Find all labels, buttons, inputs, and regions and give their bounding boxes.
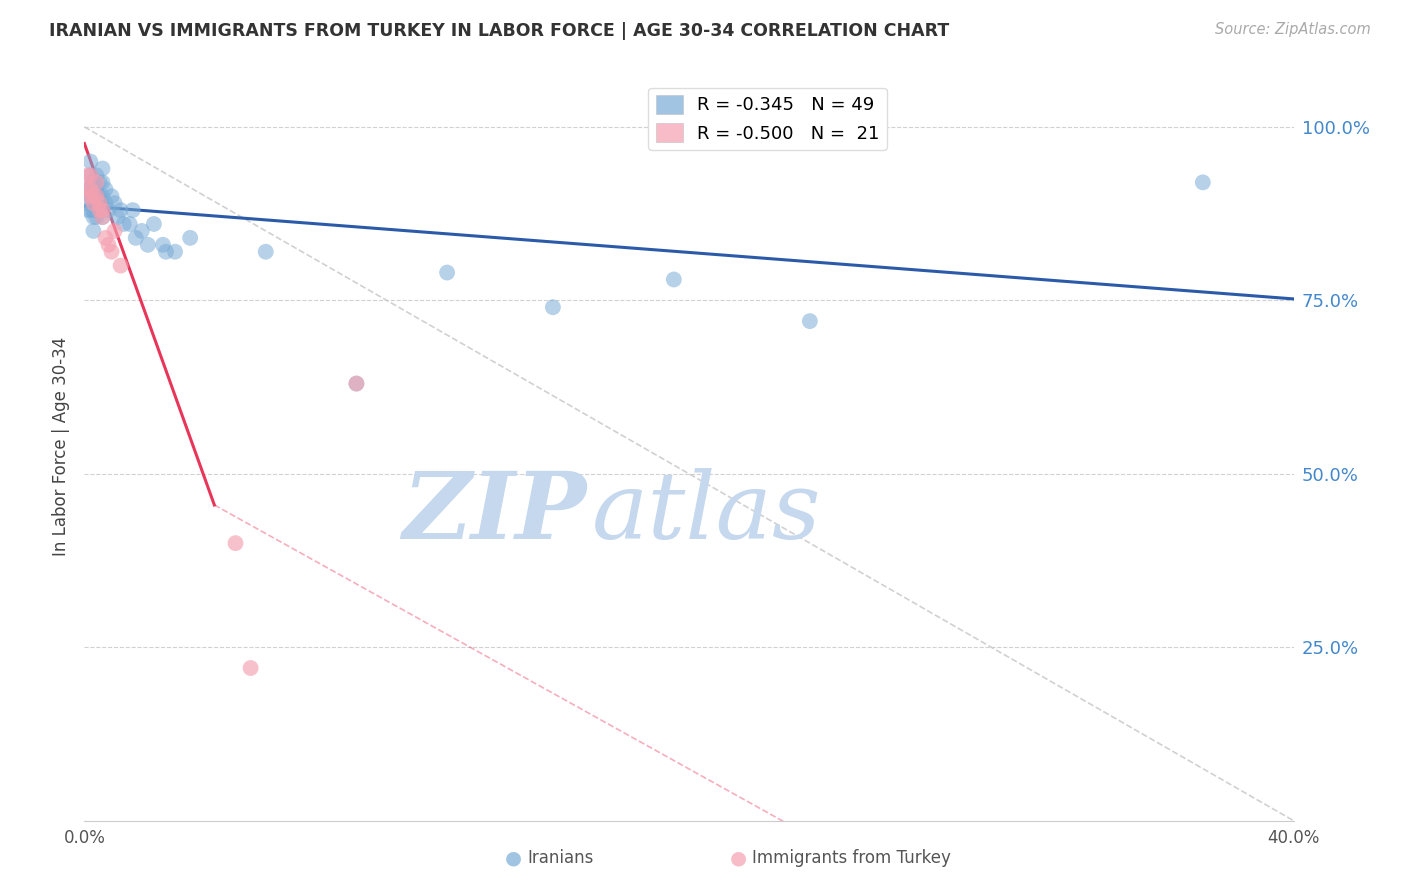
Point bbox=[76, 196, 98, 211]
Point bbox=[254, 244, 277, 259]
Point bbox=[79, 189, 101, 203]
Text: Immigrants from Turkey: Immigrants from Turkey bbox=[752, 849, 950, 867]
Point bbox=[155, 244, 177, 259]
Point bbox=[94, 196, 117, 211]
Point bbox=[91, 189, 114, 203]
Point bbox=[100, 189, 122, 203]
Point bbox=[142, 217, 165, 231]
Point bbox=[82, 224, 104, 238]
Point bbox=[91, 210, 114, 224]
Point bbox=[79, 182, 101, 196]
Point bbox=[79, 203, 101, 218]
Point bbox=[79, 169, 101, 183]
Point bbox=[82, 189, 104, 203]
Point bbox=[82, 196, 104, 211]
Point bbox=[79, 154, 101, 169]
Point bbox=[165, 244, 187, 259]
Point bbox=[97, 203, 120, 218]
Point bbox=[97, 237, 120, 252]
Point bbox=[89, 203, 111, 218]
Point bbox=[179, 231, 201, 245]
Point bbox=[239, 661, 262, 675]
Point bbox=[136, 237, 159, 252]
Point bbox=[94, 182, 117, 196]
Point bbox=[110, 203, 132, 218]
Point bbox=[152, 237, 174, 252]
Point bbox=[107, 210, 129, 224]
Point bbox=[79, 189, 101, 203]
Point bbox=[82, 175, 104, 189]
Point bbox=[89, 189, 111, 203]
Point bbox=[82, 210, 104, 224]
Point bbox=[82, 203, 104, 218]
Text: IRANIAN VS IMMIGRANTS FROM TURKEY IN LABOR FORCE | AGE 30-34 CORRELATION CHART: IRANIAN VS IMMIGRANTS FROM TURKEY IN LAB… bbox=[49, 22, 949, 40]
Point bbox=[76, 169, 98, 183]
Point bbox=[86, 182, 108, 196]
Point bbox=[91, 175, 114, 189]
Point bbox=[86, 189, 108, 203]
Point bbox=[118, 217, 141, 231]
Point bbox=[104, 196, 127, 211]
Point bbox=[91, 203, 114, 218]
Legend: R = -0.345   N = 49, R = -0.500   N =  21: R = -0.345 N = 49, R = -0.500 N = 21 bbox=[648, 88, 887, 150]
Point bbox=[89, 196, 111, 211]
Point bbox=[82, 189, 104, 203]
Point bbox=[125, 231, 148, 245]
Point bbox=[94, 231, 117, 245]
Text: Iranians: Iranians bbox=[527, 849, 593, 867]
Point bbox=[79, 169, 101, 183]
Point bbox=[91, 161, 114, 176]
Point bbox=[100, 244, 122, 259]
Point bbox=[1192, 175, 1215, 189]
Point bbox=[86, 196, 108, 211]
Point bbox=[436, 266, 458, 280]
Point bbox=[121, 203, 143, 218]
Y-axis label: In Labor Force | Age 30-34: In Labor Force | Age 30-34 bbox=[52, 336, 70, 556]
Text: ●: ● bbox=[505, 848, 522, 867]
Point bbox=[662, 272, 685, 286]
Text: atlas: atlas bbox=[592, 468, 821, 558]
Point bbox=[89, 175, 111, 189]
Point bbox=[76, 203, 98, 218]
Point bbox=[225, 536, 247, 550]
Text: ZIP: ZIP bbox=[402, 468, 586, 558]
Text: ●: ● bbox=[730, 848, 747, 867]
Point bbox=[76, 182, 98, 196]
Point bbox=[86, 210, 108, 224]
Point bbox=[86, 175, 108, 189]
Point bbox=[346, 376, 368, 391]
Point bbox=[91, 210, 114, 224]
Point bbox=[110, 259, 132, 273]
Point bbox=[76, 182, 98, 196]
Point bbox=[799, 314, 821, 328]
Point bbox=[541, 300, 564, 314]
Point bbox=[112, 217, 135, 231]
Text: Source: ZipAtlas.com: Source: ZipAtlas.com bbox=[1215, 22, 1371, 37]
Point bbox=[104, 224, 127, 238]
Point bbox=[89, 203, 111, 218]
Point bbox=[131, 224, 153, 238]
Point bbox=[86, 169, 108, 183]
Point bbox=[346, 376, 368, 391]
Point bbox=[79, 182, 101, 196]
